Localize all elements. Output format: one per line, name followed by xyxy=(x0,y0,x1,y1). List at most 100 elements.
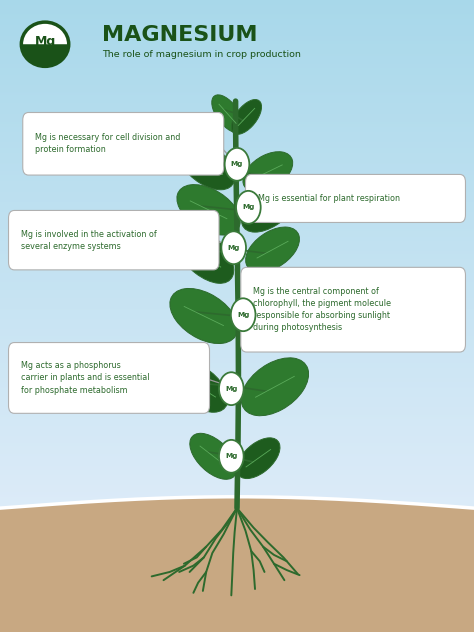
Bar xyxy=(0,144,474,146)
Text: Mg is necessary for cell division and
protein formation: Mg is necessary for cell division and pr… xyxy=(35,133,181,154)
Bar xyxy=(0,313,474,315)
Bar xyxy=(0,185,474,186)
Bar xyxy=(0,336,474,337)
Bar xyxy=(0,210,474,212)
Ellipse shape xyxy=(21,22,69,66)
Bar xyxy=(0,266,474,268)
Bar xyxy=(0,231,474,233)
Bar xyxy=(0,255,474,256)
Ellipse shape xyxy=(178,139,235,190)
Bar xyxy=(0,485,474,487)
Bar xyxy=(0,100,474,102)
Ellipse shape xyxy=(231,99,262,135)
Bar xyxy=(0,317,474,319)
Bar xyxy=(0,446,474,447)
Bar xyxy=(0,329,474,331)
Bar xyxy=(0,75,474,76)
Text: Mg: Mg xyxy=(225,453,237,459)
Bar xyxy=(0,229,474,231)
Text: Mg: Mg xyxy=(228,245,240,251)
Circle shape xyxy=(219,440,244,473)
Bar xyxy=(0,370,474,372)
Bar xyxy=(0,312,474,313)
Bar xyxy=(0,5,474,7)
Ellipse shape xyxy=(190,434,237,479)
Bar xyxy=(0,168,474,169)
Bar xyxy=(0,92,474,94)
Bar xyxy=(0,127,474,129)
Bar xyxy=(0,164,474,166)
Bar xyxy=(0,477,474,478)
Bar xyxy=(0,122,474,124)
Bar xyxy=(0,217,474,219)
Bar xyxy=(0,241,474,243)
Bar xyxy=(0,475,474,477)
Bar xyxy=(0,214,474,216)
Bar xyxy=(0,94,474,95)
Bar xyxy=(0,387,474,388)
Bar xyxy=(0,174,474,176)
Bar xyxy=(0,112,474,114)
Ellipse shape xyxy=(177,185,240,235)
Bar xyxy=(0,273,474,275)
Bar xyxy=(0,449,474,451)
Bar xyxy=(0,256,474,258)
Bar xyxy=(0,115,474,117)
Bar xyxy=(0,482,474,483)
Bar xyxy=(0,29,474,30)
Bar xyxy=(0,47,474,49)
Bar xyxy=(0,276,474,278)
Bar xyxy=(0,305,474,307)
Bar xyxy=(0,327,474,329)
Bar xyxy=(0,200,474,202)
Bar xyxy=(0,244,474,246)
Bar xyxy=(0,437,474,439)
Bar xyxy=(0,193,474,195)
Bar xyxy=(0,410,474,412)
Bar xyxy=(0,126,474,127)
Bar xyxy=(0,429,474,431)
Bar xyxy=(0,197,474,198)
Bar xyxy=(0,25,474,27)
Bar xyxy=(0,365,474,367)
Bar xyxy=(0,186,474,188)
Bar xyxy=(0,234,474,236)
Bar xyxy=(0,494,474,495)
Bar xyxy=(0,360,474,362)
Bar xyxy=(0,119,474,121)
Bar xyxy=(0,490,474,492)
Ellipse shape xyxy=(171,362,228,412)
Bar xyxy=(0,19,474,20)
Bar xyxy=(0,415,474,417)
Bar xyxy=(0,110,474,112)
Bar xyxy=(0,161,474,163)
Bar xyxy=(0,358,474,360)
Bar xyxy=(0,64,474,66)
Bar xyxy=(0,489,474,490)
Bar xyxy=(0,502,474,504)
Bar xyxy=(0,76,474,78)
Text: Mg: Mg xyxy=(242,204,255,210)
Bar xyxy=(0,24,474,25)
Polygon shape xyxy=(21,44,69,66)
Ellipse shape xyxy=(241,358,309,416)
Bar xyxy=(0,388,474,390)
Bar xyxy=(0,447,474,449)
Bar xyxy=(0,102,474,104)
Text: Mg: Mg xyxy=(35,35,55,47)
Bar xyxy=(0,392,474,394)
Bar xyxy=(0,346,474,348)
Bar xyxy=(0,432,474,434)
Bar xyxy=(0,149,474,151)
Bar xyxy=(0,454,474,456)
Bar xyxy=(0,385,474,387)
Bar xyxy=(0,44,474,46)
Bar xyxy=(0,399,474,400)
Bar xyxy=(0,209,474,210)
Bar xyxy=(0,0,474,2)
Bar xyxy=(0,97,474,99)
Bar xyxy=(0,263,474,265)
Bar xyxy=(0,444,474,446)
Bar xyxy=(0,56,474,58)
Bar xyxy=(0,70,474,71)
